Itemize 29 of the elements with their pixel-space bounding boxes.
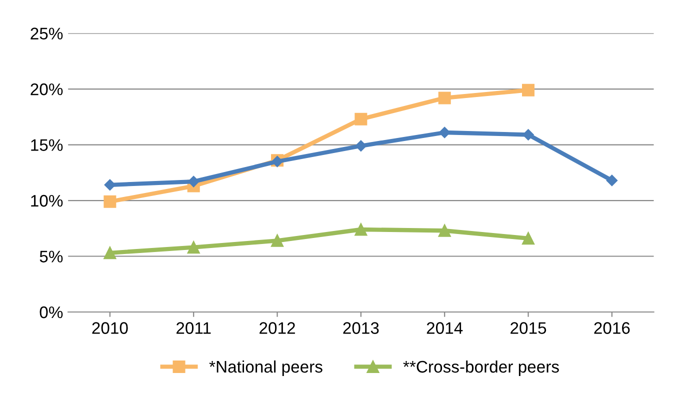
- x-tick-label: 2011: [176, 322, 211, 334]
- x-tick-label: 2013: [343, 322, 379, 334]
- x-tick-label: 2010: [92, 322, 128, 334]
- y-tick-label: 15%: [31, 139, 63, 151]
- point: [522, 232, 535, 245]
- point: [438, 92, 451, 104]
- point: [104, 246, 116, 260]
- point: [606, 174, 618, 186]
- point: [104, 195, 116, 208]
- point: [354, 112, 368, 126]
- point: [438, 224, 451, 237]
- x-tick-label: 2016: [594, 322, 630, 334]
- x-tick-label: 2012: [260, 322, 295, 334]
- point: [271, 234, 284, 247]
- y-tick-label: 0%: [40, 306, 63, 318]
- point: [188, 176, 200, 188]
- y-tick-label: 25%: [30, 28, 63, 40]
- point: [522, 84, 535, 96]
- y-tick-label: 10%: [31, 194, 63, 207]
- point: [355, 140, 367, 152]
- point: [522, 129, 534, 140]
- y-tick-label: 5%: [40, 250, 63, 262]
- legend-label: *National peers: [209, 360, 322, 376]
- point: [187, 241, 200, 254]
- point: [354, 223, 368, 236]
- x-tick-label: 2014: [426, 322, 463, 334]
- y-tick-label: 20%: [30, 83, 63, 96]
- x-tick-label: 2015: [510, 322, 546, 334]
- legend-label: **Cross-border peers: [403, 360, 559, 376]
